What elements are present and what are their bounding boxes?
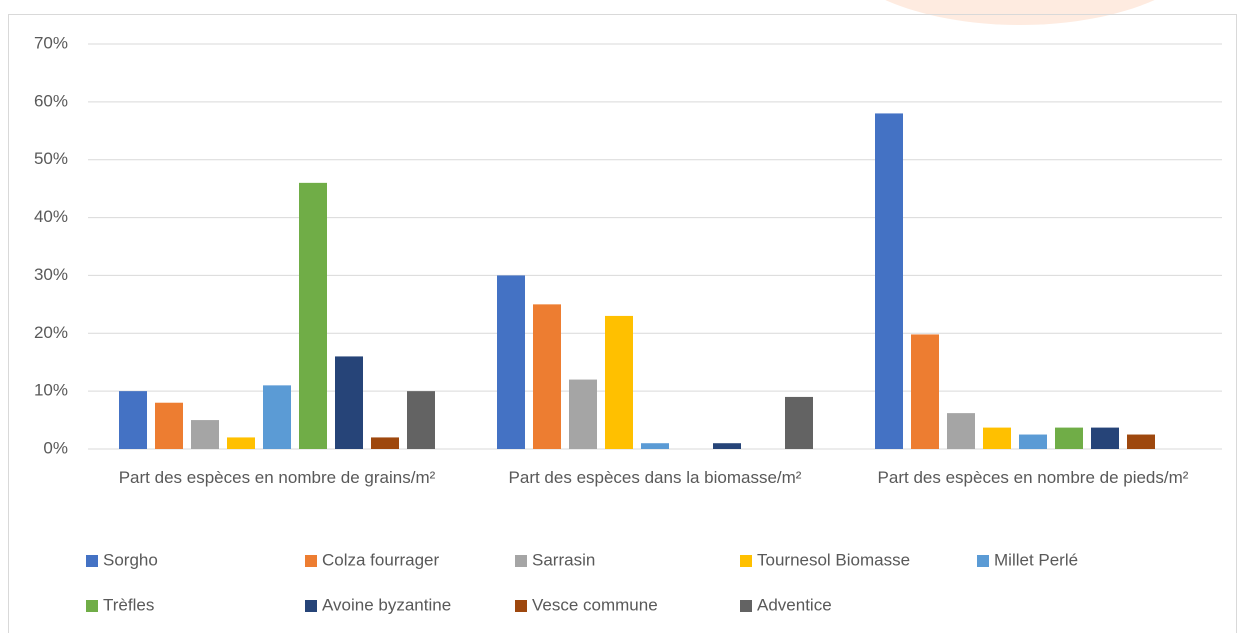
bar	[641, 443, 669, 449]
y-tick-label: 0%	[43, 438, 68, 457]
bar	[911, 334, 939, 449]
y-tick-label: 20%	[34, 323, 68, 342]
x-tick-label: Part des espèces en nombre de grains/m²	[118, 468, 436, 487]
bar	[335, 356, 363, 449]
y-tick-label: 60%	[34, 91, 68, 110]
bar	[407, 391, 435, 449]
bar	[227, 437, 255, 449]
legend-swatch	[515, 600, 527, 612]
bar	[1019, 434, 1047, 449]
y-tick-label: 40%	[34, 207, 68, 226]
bar	[569, 379, 597, 449]
bar	[497, 275, 525, 449]
legend-swatch	[515, 555, 527, 567]
legend-swatch	[86, 600, 98, 612]
bar	[785, 396, 813, 449]
bar	[533, 304, 561, 449]
legend-swatch	[86, 555, 98, 567]
legend-swatch	[977, 555, 989, 567]
bar	[1055, 427, 1083, 449]
legend-swatch	[305, 600, 317, 612]
y-tick-label: 30%	[34, 265, 68, 284]
y-tick-label: 70%	[34, 33, 68, 52]
bar	[191, 420, 219, 449]
legend-label: Millet Perlé	[994, 550, 1078, 569]
chart-frame	[8, 14, 1237, 633]
bar	[1091, 427, 1119, 449]
legend-label: Sarrasin	[532, 550, 595, 569]
bar	[983, 427, 1011, 449]
bar	[875, 113, 903, 449]
bar	[605, 315, 633, 449]
bar	[119, 391, 147, 449]
y-tick-label: 50%	[34, 149, 68, 168]
bar	[263, 385, 291, 449]
legend-swatch	[305, 555, 317, 567]
legend-label: Adventice	[757, 595, 832, 614]
y-tick-label: 10%	[34, 381, 68, 400]
bar	[947, 413, 975, 449]
bar	[371, 437, 399, 449]
bar	[713, 443, 741, 449]
legend-swatch	[740, 600, 752, 612]
legend-label: Colza fourrager	[322, 550, 440, 569]
legend-label: Tournesol Biomasse	[757, 550, 910, 569]
bar	[1127, 434, 1155, 449]
legend-swatch	[740, 555, 752, 567]
legend-label: Trèfles	[103, 595, 154, 614]
legend-label: Vesce commune	[532, 595, 658, 614]
bar	[155, 402, 183, 449]
x-tick-label: Part des espèces dans la biomasse/m²	[508, 468, 802, 487]
legend-label: Sorgho	[103, 550, 158, 569]
legend-label: Avoine byzantine	[322, 595, 451, 614]
watermark	[885, 0, 1155, 25]
x-tick-label: Part des espèces en nombre de pieds/m²	[877, 468, 1189, 487]
bar	[299, 182, 327, 449]
